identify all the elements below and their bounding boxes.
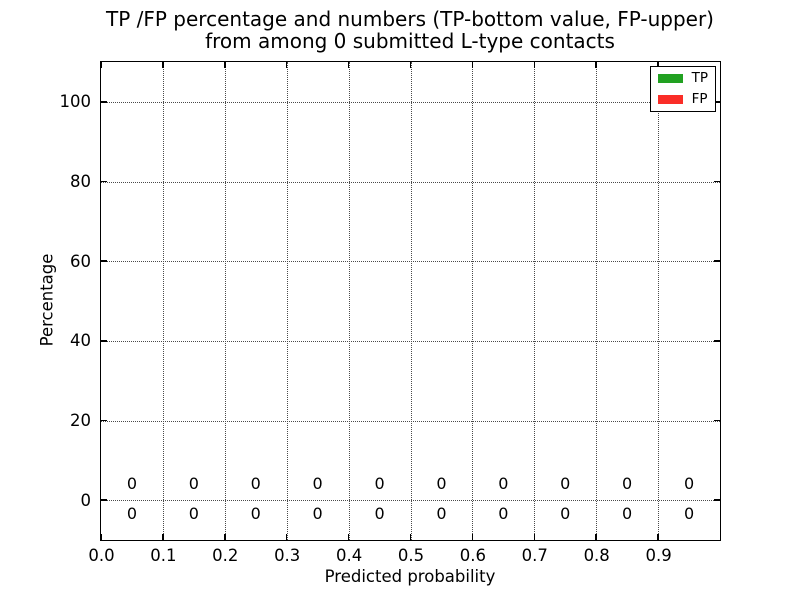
legend-swatch-tp [657,74,683,83]
y-tick-label: 20 [70,411,91,430]
x-tick-mark [162,62,164,68]
y-tick-label: 40 [70,331,91,351]
plot-area: 0 0 0 0 0 0 0 0 0 0 0 0 0 0 0 0 0 0 0 0 TP FP [100,61,721,541]
tp-value-label: 0 [436,504,447,524]
fp-value-label: 0 [622,473,633,493]
y-tick-mark [714,340,720,342]
y-tick-mark [101,180,107,183]
y-tick-mark [101,499,107,501]
chart-title-line1: TP /FP percentage and numbers (TP-bottom… [106,7,714,31]
x-tick-mark [285,62,288,68]
x-tick-mark [100,62,102,68]
x-tick-mark [533,534,536,540]
fp-value-label: 0 [126,473,138,493]
fp-value-label: 0 [374,473,385,493]
legend: TP FP [649,66,716,112]
x-tick-label: 0.3 [274,546,301,565]
x-tick-label: 0.8 [583,546,610,565]
y-tick-mark [714,419,720,422]
tp-value-label: 0 [250,504,261,524]
tp-value-label: 0 [312,504,323,524]
v-gridline [286,62,288,540]
y-tick-label: 0 [80,490,92,510]
tp-value-label: 0 [622,504,633,524]
legend-entry: TP [657,70,708,86]
x-tick-mark [347,534,350,540]
tp-value-label: 0 [126,504,138,524]
y-tick-mark [101,101,107,103]
fp-value-label: 0 [312,473,323,493]
fp-value-label: 0 [498,473,509,493]
x-tick-mark [224,534,226,540]
x-tick-mark [409,534,412,540]
v-gridline [596,62,598,540]
x-tick-mark [471,534,474,540]
x-tick-label: 0.7 [521,546,548,565]
v-gridline [534,62,536,540]
v-gridline [348,62,350,540]
x-tick-mark [409,62,412,68]
v-gridline [162,62,164,540]
y-tick-mark [714,101,720,103]
x-tick-mark [100,534,102,540]
v-gridline [658,62,660,540]
fp-value-label: 0 [188,473,199,493]
y-tick-label: 60 [70,251,91,271]
y-tick-mark [101,419,107,422]
x-tick-mark [224,62,226,68]
tp-value-label: 0 [560,504,571,524]
x-tick-mark [285,534,288,540]
x-tick-label: 0.1 [150,546,177,565]
v-gridline [472,62,474,540]
y-tick-mark [714,499,720,501]
legend-label: TP [691,70,708,86]
v-gridline [410,62,412,540]
legend-entry: FP [657,91,708,107]
x-tick-mark [595,62,597,68]
fp-value-label: 0 [436,473,447,493]
legend-swatch-fp [657,95,683,104]
tp-value-label: 0 [683,504,695,524]
y-tick-mark [101,260,107,262]
x-tick-label: 0.4 [335,546,363,565]
fp-value-label: 0 [250,473,261,493]
fp-value-label: 0 [683,473,695,493]
x-tick-label: 0.0 [88,546,115,565]
x-tick-mark [471,62,474,68]
x-tick-mark [162,534,164,540]
x-tick-label: 0.9 [645,546,672,565]
tp-value-label: 0 [498,504,509,524]
legend-label: FP [691,91,708,107]
y-tick-mark [714,260,720,262]
chart-title: TP /FP percentage and numbers (TP-bottom… [90,7,730,53]
x-tick-label: 0.6 [459,546,487,565]
y-tick-mark [101,340,107,342]
x-tick-label: 0.5 [397,546,425,565]
x-tick-mark [595,534,597,540]
x-tick-mark [657,62,659,68]
x-tick-label: 0.2 [212,546,239,565]
tp-value-label: 0 [188,504,199,524]
fp-value-label: 0 [560,473,571,493]
chart-title-line2: from among 0 submitted L-type contacts [205,28,615,53]
x-axis-label: Predicted probability [324,567,496,586]
x-tick-mark [533,62,536,68]
x-tick-mark [347,62,350,68]
v-gridline [224,62,226,540]
y-tick-mark [714,180,720,183]
y-tick-label: 100 [59,92,92,112]
tp-value-label: 0 [374,504,385,524]
y-tick-label: 80 [70,172,91,191]
x-tick-mark [657,534,659,540]
